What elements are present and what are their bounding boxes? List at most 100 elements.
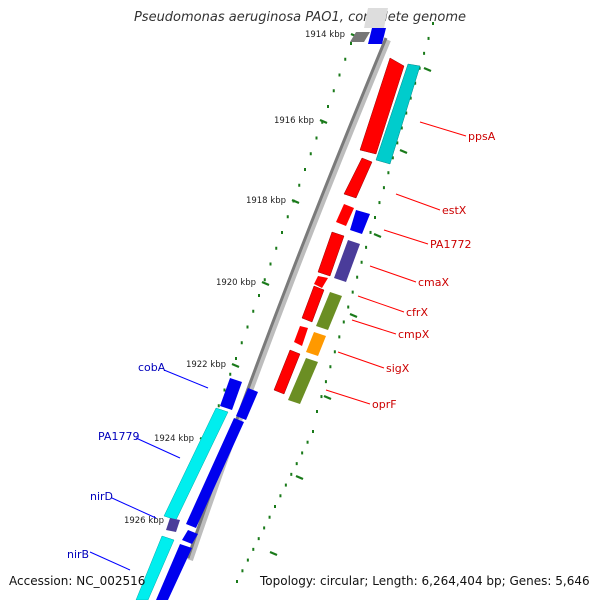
scale-dash (269, 550, 278, 557)
gene-PA1779[interactable] (186, 418, 244, 528)
gene-labels-right: ppsA estX PA1772 cmaX cfrX cmpX sigX opr… (372, 130, 496, 411)
scale-dot (284, 483, 287, 487)
scale-dot (241, 569, 244, 573)
label-oprF[interactable]: oprF (372, 398, 397, 411)
scale-dot (263, 278, 266, 282)
scale-dot (356, 275, 359, 279)
gene-slate-2[interactable] (166, 518, 180, 532)
scale-dot (281, 231, 283, 234)
scale-dot (327, 105, 329, 108)
gene-cobA[interactable] (220, 378, 242, 410)
scale-dot (246, 325, 249, 329)
gene-red-small[interactable] (336, 204, 354, 226)
scale-dash (399, 148, 408, 155)
scale-dot (338, 335, 341, 339)
gene-nirD[interactable] (182, 530, 198, 544)
gene-ppsA[interactable] (359, 57, 405, 155)
tick-mark (231, 362, 240, 369)
label-cmaX[interactable]: cmaX (418, 276, 450, 289)
scale-dot (312, 430, 314, 433)
scale-dot (269, 262, 272, 266)
gene-gray[interactable] (350, 32, 370, 42)
gene-PA1772[interactable] (350, 210, 370, 234)
scale-dot (290, 472, 293, 476)
label-sigX[interactable]: sigX (386, 362, 410, 375)
label-nirB[interactable]: nirB (67, 548, 89, 561)
tick-label: 1924 kbp (154, 434, 194, 444)
scale-dot (295, 462, 298, 466)
tick-label: 1920 kbp (216, 278, 256, 288)
scale-dot (414, 81, 417, 85)
scale-dot (333, 350, 336, 354)
scale-dot (229, 372, 232, 376)
label-cfrX[interactable]: cfrX (406, 306, 428, 319)
scale-dot (378, 201, 381, 205)
scale-dot (217, 404, 220, 408)
label-cobA[interactable]: cobA (138, 361, 166, 374)
scale-dot (320, 395, 323, 399)
scale-dot (427, 36, 430, 40)
gene-blue-top[interactable] (368, 28, 386, 44)
gene-blue-2[interactable] (236, 388, 258, 420)
scale-dot (298, 183, 301, 187)
accession-text: Accession: NC_002516 (9, 574, 146, 588)
tick-label: 1926 kbp (124, 516, 164, 526)
scale-dot (316, 410, 318, 413)
scale-dot (329, 365, 332, 369)
scale-dot (382, 186, 385, 190)
scale-dot (252, 309, 255, 313)
scale-dot (263, 526, 266, 530)
label-cmpX[interactable]: cmpX (398, 328, 430, 341)
gene-cfrX[interactable] (301, 285, 325, 323)
tick-label: 1914 kbp (305, 30, 345, 40)
tick-label: 1922 kbp (186, 360, 226, 370)
gene-features (135, 8, 421, 600)
tick-mark (261, 280, 270, 287)
scale-dot (315, 136, 318, 140)
gene-sigX[interactable] (306, 332, 326, 356)
label-PA1779[interactable]: PA1779 (98, 430, 139, 443)
scale-dot (409, 96, 412, 100)
gene-slate[interactable] (334, 240, 360, 282)
scale-dot (321, 120, 324, 124)
scale-dot (374, 216, 376, 219)
scale-dot (279, 494, 282, 498)
scale-dot (387, 171, 390, 175)
gene-nirB[interactable] (156, 544, 192, 600)
scale-dot (418, 66, 421, 70)
gene-oprF[interactable] (273, 349, 301, 395)
label-PA1772[interactable]: PA1772 (430, 238, 471, 251)
scale-dot (324, 380, 327, 384)
tick-mark (319, 118, 328, 125)
scale-dot (347, 305, 350, 309)
gene-olive-1[interactable] (316, 292, 342, 330)
scale-dot (275, 246, 278, 250)
scale-dot (309, 152, 312, 156)
gene-olive-2[interactable] (288, 358, 318, 404)
scale-dash (349, 312, 358, 319)
scale-dot (400, 126, 403, 130)
gene-cyan-2[interactable] (135, 535, 175, 600)
label-estX[interactable]: estX (442, 204, 467, 217)
scale-dot (423, 51, 426, 55)
scale-dot (391, 156, 394, 160)
label-ppsA[interactable]: ppsA (468, 130, 496, 143)
gene-white-top[interactable] (364, 8, 388, 28)
scale-dot (246, 558, 249, 562)
gene-cmpX[interactable] (294, 326, 308, 346)
scale-dot (223, 388, 226, 392)
scale-dot (258, 294, 260, 297)
gene-estX[interactable] (343, 157, 373, 199)
scale-dot (350, 42, 352, 45)
scale-dash (373, 232, 382, 239)
label-nirD[interactable]: nirD (90, 490, 113, 503)
scale-dot (432, 22, 434, 25)
scale-dot (235, 357, 237, 360)
scale-dash (323, 394, 332, 401)
scale-dot (236, 580, 238, 583)
scale-dash (295, 474, 304, 481)
gene-cyan-1[interactable] (375, 63, 421, 165)
gene-cmaX[interactable] (317, 231, 345, 277)
scale-dot (274, 505, 276, 508)
gene-red-tiny[interactable] (314, 276, 328, 288)
